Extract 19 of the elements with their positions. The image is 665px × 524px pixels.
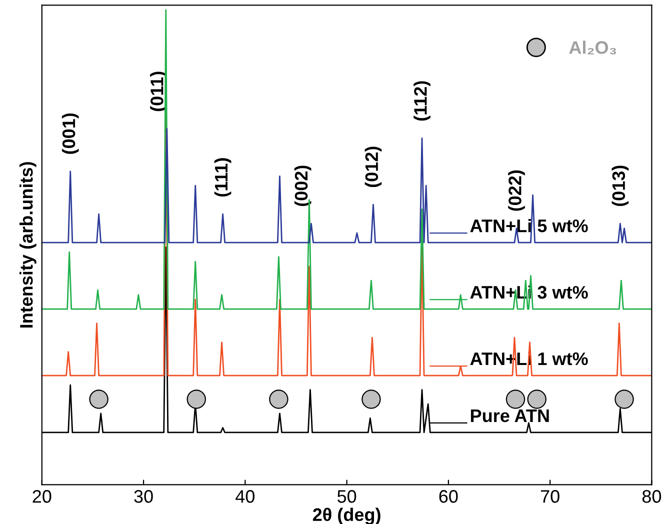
y-axis-title: Intensity (arb.units) <box>20 162 36 328</box>
annotation: ATN+Li 5 wt% <box>470 218 588 232</box>
x-tick-label: 20 <box>32 490 52 503</box>
annotation: (022) <box>508 170 525 211</box>
annotation: (002) <box>294 166 312 206</box>
x-tick-label: 50 <box>337 490 356 503</box>
x-tick-label: 60 <box>439 490 458 503</box>
legend-label: Al₂O₃ <box>569 40 616 54</box>
x-tick-label: 40 <box>236 490 254 503</box>
x-tick-label: 80 <box>642 490 662 503</box>
x-tick-label: 30 <box>134 490 153 503</box>
x-tick-label: 70 <box>540 490 560 503</box>
annotation: (012) <box>364 146 382 188</box>
annotation: (111) <box>214 158 232 197</box>
annotation: (112) <box>414 81 430 121</box>
annotation: Pure ATN <box>470 410 549 422</box>
annotation: (011) <box>150 72 167 112</box>
annotation: (001) <box>62 113 79 154</box>
annotation: (013) <box>612 166 629 206</box>
